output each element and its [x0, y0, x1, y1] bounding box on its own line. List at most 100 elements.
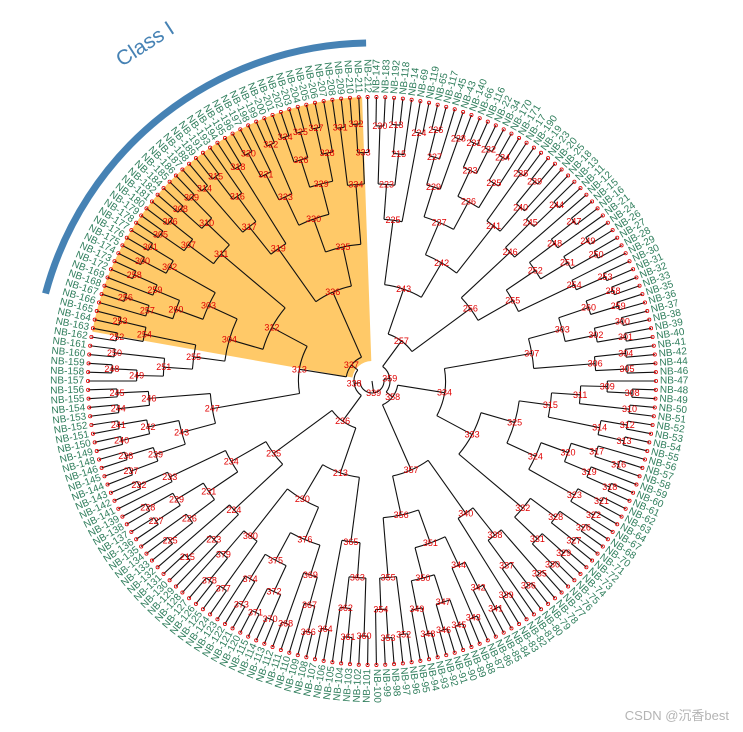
node-label: 325 [507, 417, 522, 427]
tip-points [86, 95, 659, 667]
node-label: 241 [486, 221, 501, 231]
node-label: 248 [104, 364, 119, 374]
node-label: 335 [532, 569, 547, 579]
node-label: 229 [169, 494, 184, 504]
node-label: 234 [224, 456, 239, 466]
tip-point [584, 192, 589, 197]
tip-labels: NB-147NB-183NB-192NB-118NB-14NB-69NB-119… [50, 59, 689, 704]
tip-point [485, 119, 490, 124]
tip-point [559, 167, 564, 172]
tip-label: NB-53 [654, 429, 684, 445]
node-label: 363 [350, 573, 365, 583]
node-label: 236 [461, 197, 476, 207]
node-label: 306 [163, 216, 178, 226]
node-label: 260 [581, 303, 596, 313]
node-label: 252 [528, 266, 543, 276]
tip-point [134, 537, 139, 542]
node-label: 312 [264, 322, 279, 332]
tip-point [374, 662, 379, 667]
node-label: 362 [338, 603, 353, 613]
tip-point [99, 292, 104, 297]
tip-point [631, 267, 636, 272]
tip-point [552, 596, 557, 601]
tip-label: NB-158 [50, 366, 85, 378]
tip-point [444, 653, 449, 658]
tip-point [619, 243, 624, 248]
tip-point [654, 378, 659, 383]
tip-point [493, 634, 498, 639]
node-label: 334 [348, 180, 363, 190]
node-label: 323 [567, 490, 582, 500]
node-label: 338 [347, 379, 362, 389]
tip-point [649, 431, 654, 436]
node-label: 333 [465, 430, 480, 440]
node-label: 215 [391, 149, 406, 159]
node-label: 242 [434, 258, 449, 268]
tip-point [295, 653, 300, 658]
node-label: 252 [109, 332, 124, 342]
node-label: 303 [555, 324, 570, 334]
tip-point [270, 645, 275, 650]
tip-point [590, 199, 595, 204]
tip-point [86, 378, 91, 383]
tip-point [116, 251, 121, 256]
tip-point [97, 300, 102, 305]
node-label: 330 [306, 214, 321, 224]
tip-point [517, 621, 522, 626]
tip-point [129, 228, 134, 233]
tip-point [365, 95, 370, 100]
node-label: 232 [131, 480, 146, 490]
tip-point [650, 422, 655, 427]
tree-branches [88, 97, 656, 665]
node-label: 358 [385, 392, 400, 402]
node-label: 254 [137, 329, 152, 339]
tip-point [461, 110, 466, 115]
tip-point [108, 267, 113, 272]
tip-label: NB-183 [380, 59, 393, 94]
node-label: 339 [499, 590, 514, 600]
tip-label: NB-212 [361, 59, 373, 94]
node-label: 227 [427, 152, 442, 162]
tip-point [356, 662, 361, 667]
node-label: 337 [344, 360, 359, 370]
node-label: 260 [168, 304, 183, 314]
tip-label: NB-48 [660, 385, 689, 397]
tip-point [89, 335, 94, 340]
node-label: 320 [561, 448, 576, 458]
tip-point [102, 474, 107, 479]
tip-point [400, 96, 405, 101]
node-label: 319 [582, 467, 597, 477]
tip-point [222, 136, 227, 141]
tip-point [477, 116, 482, 121]
tip-point [651, 414, 656, 419]
node-label: 377 [216, 583, 231, 593]
node-label: 315 [208, 172, 223, 182]
tip-point [615, 235, 620, 240]
tip-point [559, 590, 564, 595]
node-label: 259 [611, 301, 626, 311]
node-label: 322 [586, 510, 601, 520]
tip-point [347, 662, 352, 667]
tip-label: NB-118 [398, 61, 413, 96]
tip-label: NB-14 [407, 67, 422, 97]
tip-point [595, 206, 600, 211]
node-label: 253 [598, 272, 613, 282]
tip-point [572, 578, 577, 583]
node-label: 356 [394, 510, 409, 520]
tip-point [262, 116, 267, 121]
tip-point [566, 584, 571, 589]
node-label: 342 [471, 583, 486, 593]
tip-point [531, 145, 536, 150]
tip-point [238, 630, 243, 635]
node-label: 319 [271, 244, 286, 254]
node-label: 333 [356, 148, 371, 158]
node-label: 344 [451, 560, 466, 570]
node-label: 367 [302, 600, 317, 610]
node-label: 314 [197, 183, 212, 193]
tip-point [155, 565, 160, 570]
node-label: 352 [396, 629, 411, 639]
node-label: 313 [292, 364, 307, 374]
node-label: 244 [549, 200, 564, 210]
tip-point [287, 107, 292, 112]
node-label: 240 [114, 435, 129, 445]
